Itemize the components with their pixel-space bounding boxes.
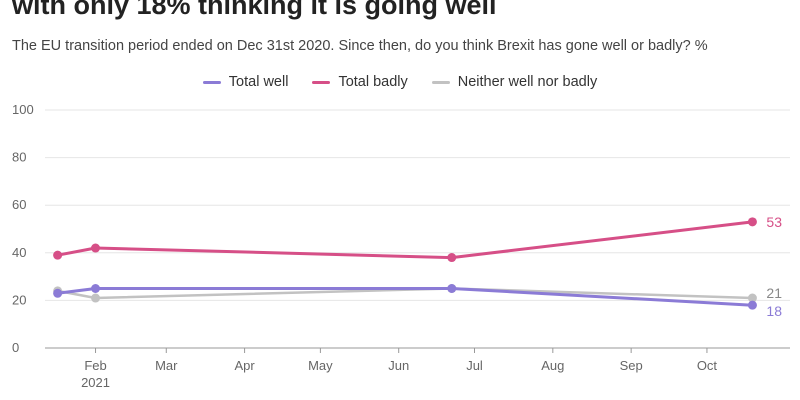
x-tick-label: Sep [620, 358, 643, 373]
x-tick-label: Jul [466, 358, 483, 373]
x-tick-label: Jun [388, 358, 409, 373]
x-tick-label: Apr [234, 358, 255, 373]
data-point-total-badly [747, 217, 757, 227]
x-tick-label: Mar [155, 358, 178, 373]
x-tick-label: Aug [541, 358, 564, 373]
y-tick-label: 100 [12, 102, 34, 117]
y-tick-label: 0 [12, 340, 19, 355]
data-point-total-well [91, 284, 101, 293]
end-label-total-badly: 53 [766, 214, 782, 230]
y-tick-label: 40 [12, 245, 26, 260]
chart-title: with only 18% thinking it is going well [12, 0, 497, 20]
data-point-total-badly [91, 243, 101, 253]
series-line-neither-well-nor-badly [56, 287, 754, 300]
legend-label-neither: Neither well nor badly [457, 74, 598, 90]
legend-swatch-total-well [202, 80, 221, 84]
legend-item-neither: Neither well nor badly [431, 74, 598, 90]
data-point-total-badly [447, 253, 457, 263]
x-tick-sublabel: 2021 [81, 375, 110, 390]
data-point-neither-well-nor-badly [91, 293, 101, 303]
legend-label-total-well: Total well [228, 74, 289, 90]
x-tick-label: Feb [84, 358, 106, 373]
legend-swatch-neither [431, 80, 450, 84]
legend-item-total-well: Total well [202, 74, 289, 90]
data-point-total-well [447, 284, 457, 293]
series-line-total-badly [56, 220, 754, 260]
y-tick-label: 20 [12, 292, 26, 307]
chart-legend: Total well Total badly Neither well nor … [0, 74, 800, 90]
data-point-total-badly [53, 250, 63, 260]
y-tick-label: 60 [12, 197, 26, 212]
legend-swatch-total-badly [312, 80, 331, 84]
data-point-total-well [747, 300, 757, 310]
data-point-total-well [53, 288, 63, 298]
y-tick-label: 80 [12, 150, 26, 165]
end-label-total-well: 18 [766, 303, 782, 319]
x-tick-label: May [308, 358, 333, 373]
x-tick-label: Oct [697, 358, 718, 373]
legend-label-total-badly: Total badly [338, 74, 408, 90]
chart-subtitle: The EU transition period ended on Dec 31… [12, 38, 708, 54]
data-point-neither-well-nor-badly [747, 293, 757, 303]
end-label-neither-well-nor-badly: 21 [766, 285, 782, 301]
legend-item-total-badly: Total badly [312, 74, 408, 90]
series-line-total-well [56, 287, 754, 307]
